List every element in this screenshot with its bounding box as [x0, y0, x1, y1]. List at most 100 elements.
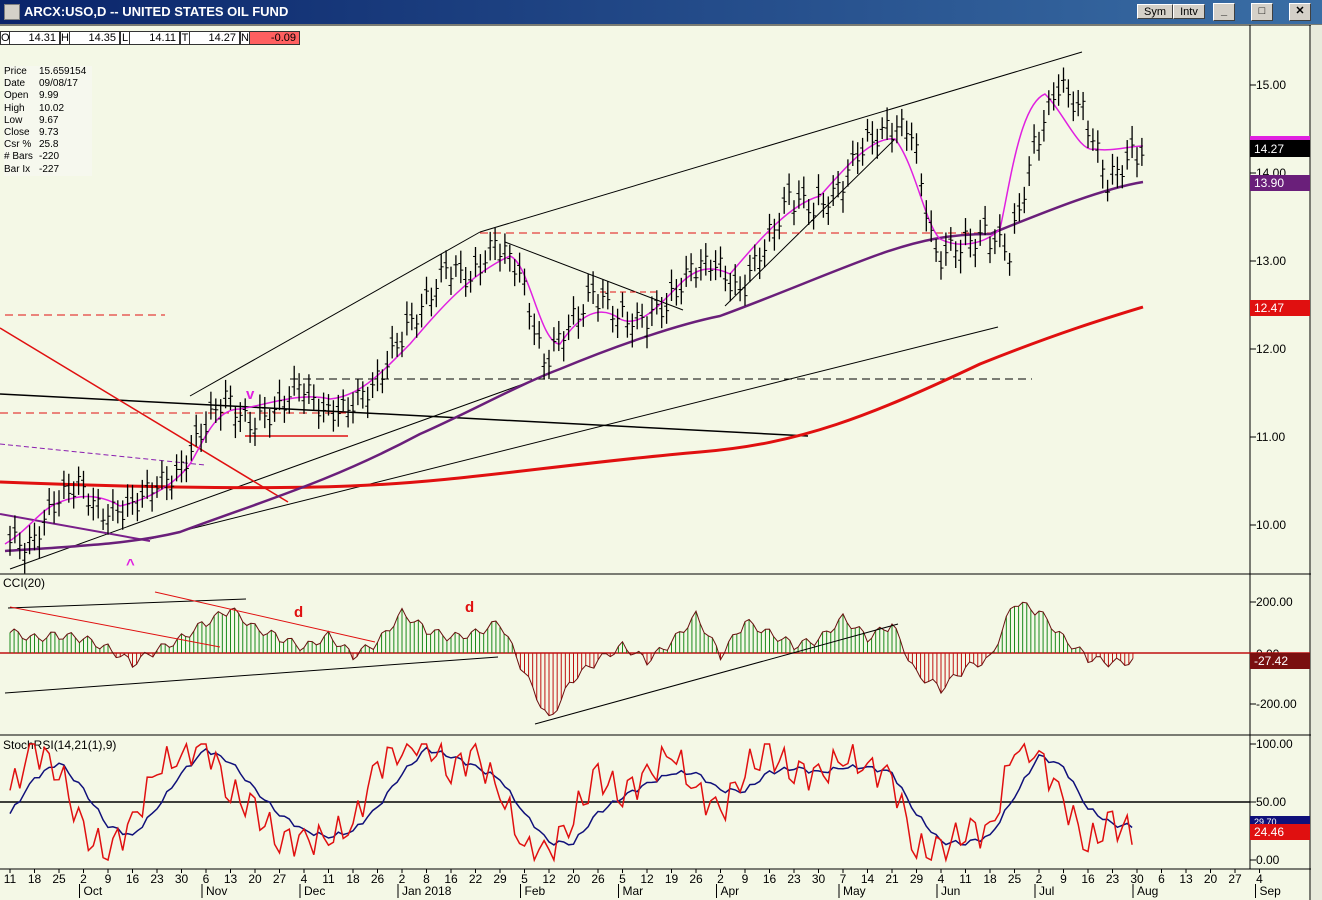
cci-histogram — [9, 602, 1134, 716]
price-bar — [17, 532, 23, 560]
x-day-label: 11 — [322, 872, 335, 886]
price-bar — [41, 509, 47, 536]
ohlc-readout: O 14.31 H 14.35 L 14.11 T 14.27 N -0.09 — [0, 31, 300, 45]
restore-button[interactable]: □ — [1251, 3, 1273, 21]
price-bar — [428, 287, 434, 317]
price-bar — [654, 290, 660, 315]
x-day-label: 26 — [591, 872, 605, 886]
price-bar — [796, 180, 802, 209]
price-bar — [781, 186, 787, 214]
price-bar — [326, 394, 331, 416]
x-day-label: 16 — [126, 872, 140, 886]
info-key: Price — [4, 66, 27, 77]
x-day-label: 12 — [640, 872, 654, 886]
sym-button[interactable]: Sym — [1137, 4, 1173, 19]
price-bar — [771, 218, 777, 251]
price-bar — [820, 192, 826, 218]
price-bar — [987, 236, 993, 264]
price-bar — [909, 122, 915, 151]
x-day-label: 8 — [423, 872, 430, 886]
price-bar — [992, 229, 998, 255]
close-button[interactable]: ✕ — [1289, 3, 1311, 21]
price-bar — [938, 251, 944, 280]
price-bar — [169, 475, 175, 500]
cci-trendlines — [4, 591, 899, 725]
price-bar — [982, 205, 988, 236]
price-bar — [203, 411, 209, 443]
channel-upper-line — [479, 51, 1083, 233]
price-bar — [272, 396, 278, 422]
price-bar — [399, 331, 405, 358]
price-bar — [512, 259, 518, 287]
price-bar — [522, 268, 527, 296]
price-bar — [894, 115, 900, 144]
minimize-button[interactable]: _ — [1213, 3, 1235, 21]
price-bar — [130, 484, 135, 515]
x-day-label: 18 — [983, 872, 997, 886]
price-bar — [218, 399, 224, 431]
high-label: H — [60, 31, 70, 45]
price-annotation-v: v — [246, 386, 255, 403]
price-bar — [762, 239, 768, 268]
price-bar — [1065, 79, 1071, 108]
x-day-label: 2 — [1036, 872, 1043, 886]
price-bar — [198, 423, 204, 452]
x-day-label: 4 — [301, 872, 308, 886]
info-value: 9.99 — [39, 90, 59, 102]
price-bar — [345, 397, 351, 428]
stochrsi-slow-line — [9, 746, 1133, 846]
price-bar — [1021, 186, 1027, 214]
cci-annotation-d: d — [465, 599, 474, 616]
resistance-line — [504, 241, 684, 311]
price-bar — [144, 469, 150, 499]
price-bar — [291, 365, 297, 396]
price-bar — [453, 255, 459, 277]
price-bar — [967, 228, 973, 258]
last-price-tag — [1250, 140, 1310, 157]
info-value: -227 — [39, 163, 60, 175]
cci-value-tag — [1250, 653, 1310, 669]
x-day-label: 5 — [521, 872, 528, 886]
x-day-label: 20 — [1204, 872, 1218, 886]
price-bar — [404, 301, 410, 336]
price-bar — [458, 250, 464, 284]
price-bar — [865, 118, 870, 142]
price-bar — [134, 492, 140, 522]
x-day-label: 9 — [105, 872, 112, 886]
price-bar — [698, 249, 704, 281]
price-bar — [154, 476, 160, 498]
chart-canvas[interactable]: 15.00 14.00 13.00 12.00 11.00 10.00 — [0, 24, 1322, 900]
info-value: 10.02 — [39, 102, 65, 114]
price-bar — [448, 266, 454, 295]
x-day-label: 2 — [717, 872, 724, 886]
price-bar — [384, 350, 390, 380]
intv-button[interactable]: Intv — [1173, 4, 1205, 19]
price-bar — [257, 394, 263, 421]
price-bar — [620, 292, 625, 318]
channel-lower-line — [9, 377, 541, 570]
last-price-label: 14.27 — [1254, 142, 1284, 156]
price-bar — [879, 117, 885, 140]
price-bar — [330, 400, 336, 432]
price-bar — [1134, 147, 1140, 178]
price-bar — [90, 487, 96, 521]
price-value-tags: 14.27 13.90 12.47 — [1250, 136, 1310, 316]
x-day-label: 14 — [861, 872, 875, 886]
price-bar — [708, 259, 714, 281]
scrollbar[interactable] — [1311, 25, 1322, 900]
x-day-label: 22 — [469, 872, 483, 886]
price-bar — [340, 389, 346, 412]
app-icon — [4, 4, 20, 20]
price-bar — [629, 313, 635, 348]
price-bar — [546, 349, 552, 380]
price-bar — [433, 279, 439, 308]
price-bar — [713, 250, 719, 281]
price-bar — [409, 302, 415, 331]
price-bar — [918, 173, 924, 197]
price-tick-label: 10.00 — [1256, 518, 1286, 532]
close-label: T — [180, 31, 190, 45]
price-bar — [615, 308, 621, 338]
x-month-label: Nov — [206, 884, 227, 898]
price-bar — [51, 491, 57, 524]
price-bars — [7, 67, 1145, 574]
